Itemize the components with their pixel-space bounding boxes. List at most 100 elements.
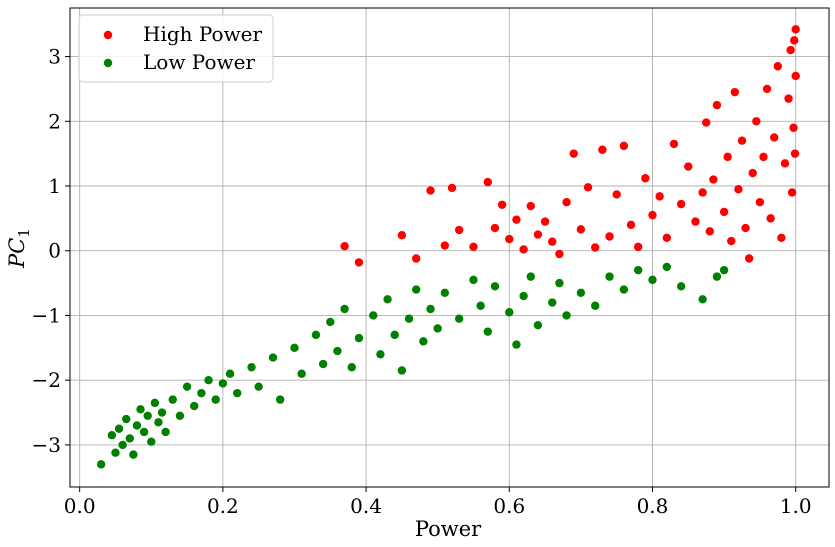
data-point: [333, 346, 342, 356]
data-point: [147, 437, 156, 446]
data-point: [512, 215, 521, 224]
data-point: [737, 136, 747, 145]
x-tick-label: 0.0: [64, 494, 96, 518]
data-point: [125, 434, 134, 443]
data-point: [297, 369, 306, 378]
y-tick-label: −2: [32, 368, 61, 392]
legend-label-high-power: High Power: [143, 22, 263, 46]
data-point: [136, 405, 145, 414]
data-point: [469, 242, 478, 252]
data-point: [447, 183, 457, 193]
data-point: [752, 117, 761, 126]
data-point: [723, 152, 732, 162]
data-point: [290, 343, 299, 353]
data-point: [533, 230, 543, 239]
data-point: [698, 295, 707, 304]
data-point: [719, 207, 729, 217]
data-point: [526, 272, 535, 281]
data-point: [519, 291, 528, 301]
data-point: [96, 460, 106, 469]
data-point: [605, 232, 614, 241]
data-point: [397, 231, 407, 240]
data-point: [619, 285, 629, 294]
data-point: [540, 217, 550, 226]
data-point: [132, 421, 142, 430]
data-point: [676, 199, 686, 209]
data-point: [669, 139, 679, 149]
data-point: [684, 162, 693, 171]
y-tick-label: −3: [32, 433, 61, 457]
y-tick-label: 2: [48, 109, 61, 133]
data-point: [497, 200, 507, 209]
data-point: [576, 288, 586, 298]
data-point: [347, 363, 356, 372]
data-point: [548, 298, 557, 307]
data-point: [533, 320, 543, 330]
data-point: [744, 254, 754, 263]
series-high-power: [340, 25, 800, 267]
data-point: [122, 414, 131, 424]
x-tick-label: 0.4: [350, 494, 382, 518]
data-point: [182, 382, 192, 391]
data-point: [225, 369, 235, 378]
data-point: [483, 327, 493, 336]
data-point: [412, 285, 421, 294]
data-point: [433, 324, 442, 333]
data-point: [107, 431, 117, 440]
data-point: [648, 275, 657, 285]
data-point: [766, 214, 775, 223]
data-point: [354, 258, 364, 267]
data-point: [791, 25, 800, 34]
data-point: [175, 411, 185, 420]
data-point: [598, 145, 607, 154]
data-point: [211, 395, 220, 404]
legend-marker-high-power: [103, 30, 113, 40]
data-point: [426, 304, 435, 314]
data-point: [168, 395, 177, 404]
data-point: [748, 168, 757, 178]
data-point: [404, 314, 414, 323]
data-point: [419, 337, 428, 346]
data-point: [376, 350, 385, 359]
data-point: [734, 185, 743, 194]
data-point: [770, 133, 779, 142]
data-point: [730, 87, 740, 97]
data-point: [759, 152, 768, 162]
y-tick-label: 0: [48, 239, 61, 263]
data-point: [676, 282, 686, 291]
grid: [70, 8, 829, 487]
series-low-power: [96, 262, 729, 469]
data-point: [605, 272, 614, 281]
data-point: [662, 233, 672, 242]
data-point: [698, 188, 707, 197]
x-axis: 0.0 0.2 0.4 0.6 0.8 1.0: [64, 487, 812, 518]
data-point: [741, 223, 750, 233]
data-point: [526, 201, 535, 211]
data-point: [701, 118, 711, 127]
data-point: [719, 265, 729, 275]
data-point: [789, 123, 798, 132]
data-point: [157, 408, 167, 417]
data-point: [784, 94, 793, 103]
data-point: [114, 424, 124, 433]
legend-marker-low-power: [103, 58, 113, 68]
data-point: [204, 375, 213, 385]
y-axis-label: PC1: [5, 228, 33, 269]
data-point: [633, 242, 643, 252]
data-point: [490, 223, 500, 233]
data-point: [548, 237, 557, 246]
data-point: [786, 45, 795, 55]
data-point: [275, 395, 285, 404]
data-point: [576, 225, 586, 234]
data-point: [790, 36, 799, 45]
data-point: [712, 100, 722, 110]
y-axis: −3 −2 −1 0 1 2 3: [32, 45, 70, 457]
legend-box: [78, 14, 274, 83]
data-point: [787, 188, 797, 197]
data-point: [762, 84, 772, 94]
data-point: [469, 275, 478, 285]
data-point: [777, 233, 786, 242]
data-point: [197, 388, 206, 398]
data-point: [633, 265, 643, 275]
